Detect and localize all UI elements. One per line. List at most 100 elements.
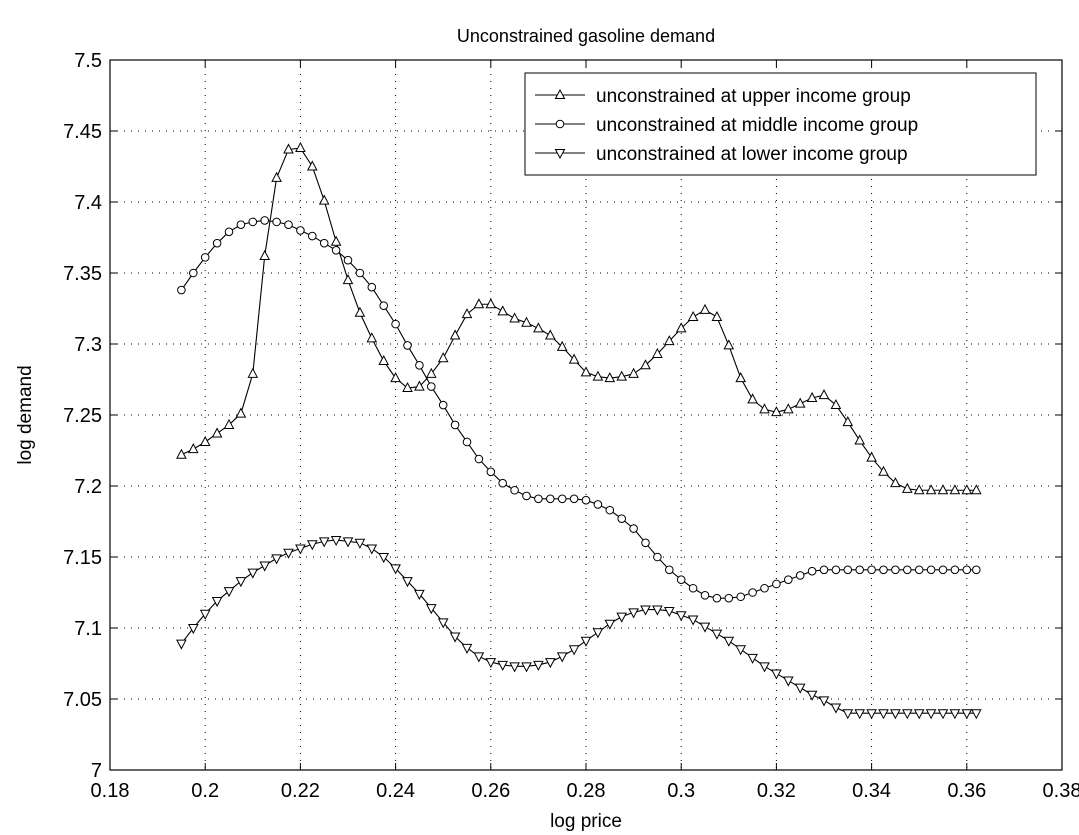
series-2 [177, 216, 981, 603]
series-line [181, 147, 977, 491]
data-point [200, 253, 210, 262]
data-point [723, 636, 735, 647]
data-point [366, 544, 378, 555]
data-point [414, 380, 425, 391]
data-point [961, 484, 973, 495]
data-point [522, 491, 531, 501]
data-point [640, 605, 651, 616]
x-tick-label: 0.22 [281, 780, 320, 802]
data-point [867, 565, 876, 575]
data-point [498, 478, 508, 488]
data-point [926, 565, 936, 575]
data-point [212, 238, 222, 248]
data-point [379, 301, 389, 310]
data-point [367, 282, 377, 292]
data-point [592, 370, 604, 381]
x-axis-label: log price [550, 811, 622, 832]
data-point [391, 319, 400, 329]
data-point [295, 141, 306, 153]
data-point [784, 575, 793, 585]
data-point [866, 451, 877, 462]
legend-marker [554, 149, 566, 160]
data-point [700, 591, 710, 600]
data-point [509, 662, 520, 673]
y-tick-label: 7.3 [74, 334, 102, 356]
data-point [687, 310, 699, 322]
data-point [473, 298, 485, 309]
data-point [665, 565, 674, 575]
data-point [235, 577, 247, 588]
data-point [187, 443, 199, 454]
data-point [236, 220, 246, 230]
data-point [772, 579, 781, 589]
data-point [925, 484, 937, 495]
data-point [438, 400, 448, 410]
data-point [938, 565, 948, 575]
data-point [510, 485, 519, 495]
data-point [449, 329, 461, 340]
data-point [546, 494, 555, 504]
y-tick-label: 7.25 [63, 405, 102, 427]
legend-label: unconstrained at upper income group [596, 86, 911, 107]
data-point [903, 565, 912, 575]
data-point [747, 653, 758, 664]
data-point [462, 437, 472, 447]
data-point [604, 372, 616, 383]
legend: unconstrained at upper income group uncon… [524, 72, 1037, 176]
data-point [449, 632, 461, 643]
data-point [830, 703, 842, 714]
data-point [593, 500, 603, 509]
data-point [724, 593, 734, 603]
data-point [342, 274, 354, 285]
data-point [962, 565, 972, 575]
data-point [878, 709, 889, 720]
data-point [855, 565, 865, 575]
data-point [177, 285, 186, 295]
data-point [735, 372, 747, 383]
data-point [425, 604, 437, 615]
data-point [652, 347, 663, 358]
data-point [568, 645, 580, 656]
legend-marker [554, 88, 566, 99]
x-tick-label: 0.3 [667, 780, 695, 802]
data-point [187, 624, 199, 635]
data-point [330, 235, 342, 246]
data-point [843, 565, 853, 575]
x-tick-label: 0.26 [471, 780, 510, 802]
data-point [354, 306, 366, 317]
data-point [794, 683, 806, 694]
data-point [795, 571, 805, 580]
data-point [901, 482, 913, 493]
data-point [415, 361, 424, 370]
data-point [259, 561, 271, 572]
data-point [759, 662, 770, 673]
data-point [628, 608, 639, 619]
data-point [628, 367, 639, 378]
data-point [949, 709, 961, 720]
data-point [949, 484, 961, 495]
data-point [211, 597, 223, 608]
data-point [913, 709, 925, 720]
data-point [533, 660, 544, 671]
data-point [223, 418, 235, 429]
data-point [914, 565, 924, 575]
legend-label: unconstrained at lower income group [596, 144, 908, 165]
data-point [284, 220, 293, 230]
data-point [604, 619, 616, 630]
data-point [331, 245, 341, 255]
data-point [675, 322, 687, 333]
data-point [247, 568, 259, 579]
data-point [485, 658, 497, 669]
legend-marker [555, 119, 565, 129]
data-point [782, 676, 794, 687]
data-point [699, 622, 711, 633]
data-point [248, 217, 258, 227]
data-point [629, 524, 638, 533]
data-point [901, 709, 913, 720]
data-point [390, 564, 401, 575]
data-point [260, 216, 270, 225]
data-point [272, 217, 281, 227]
data-point [616, 370, 628, 381]
data-point [486, 467, 496, 477]
y-axis-label: log demand [15, 365, 36, 464]
